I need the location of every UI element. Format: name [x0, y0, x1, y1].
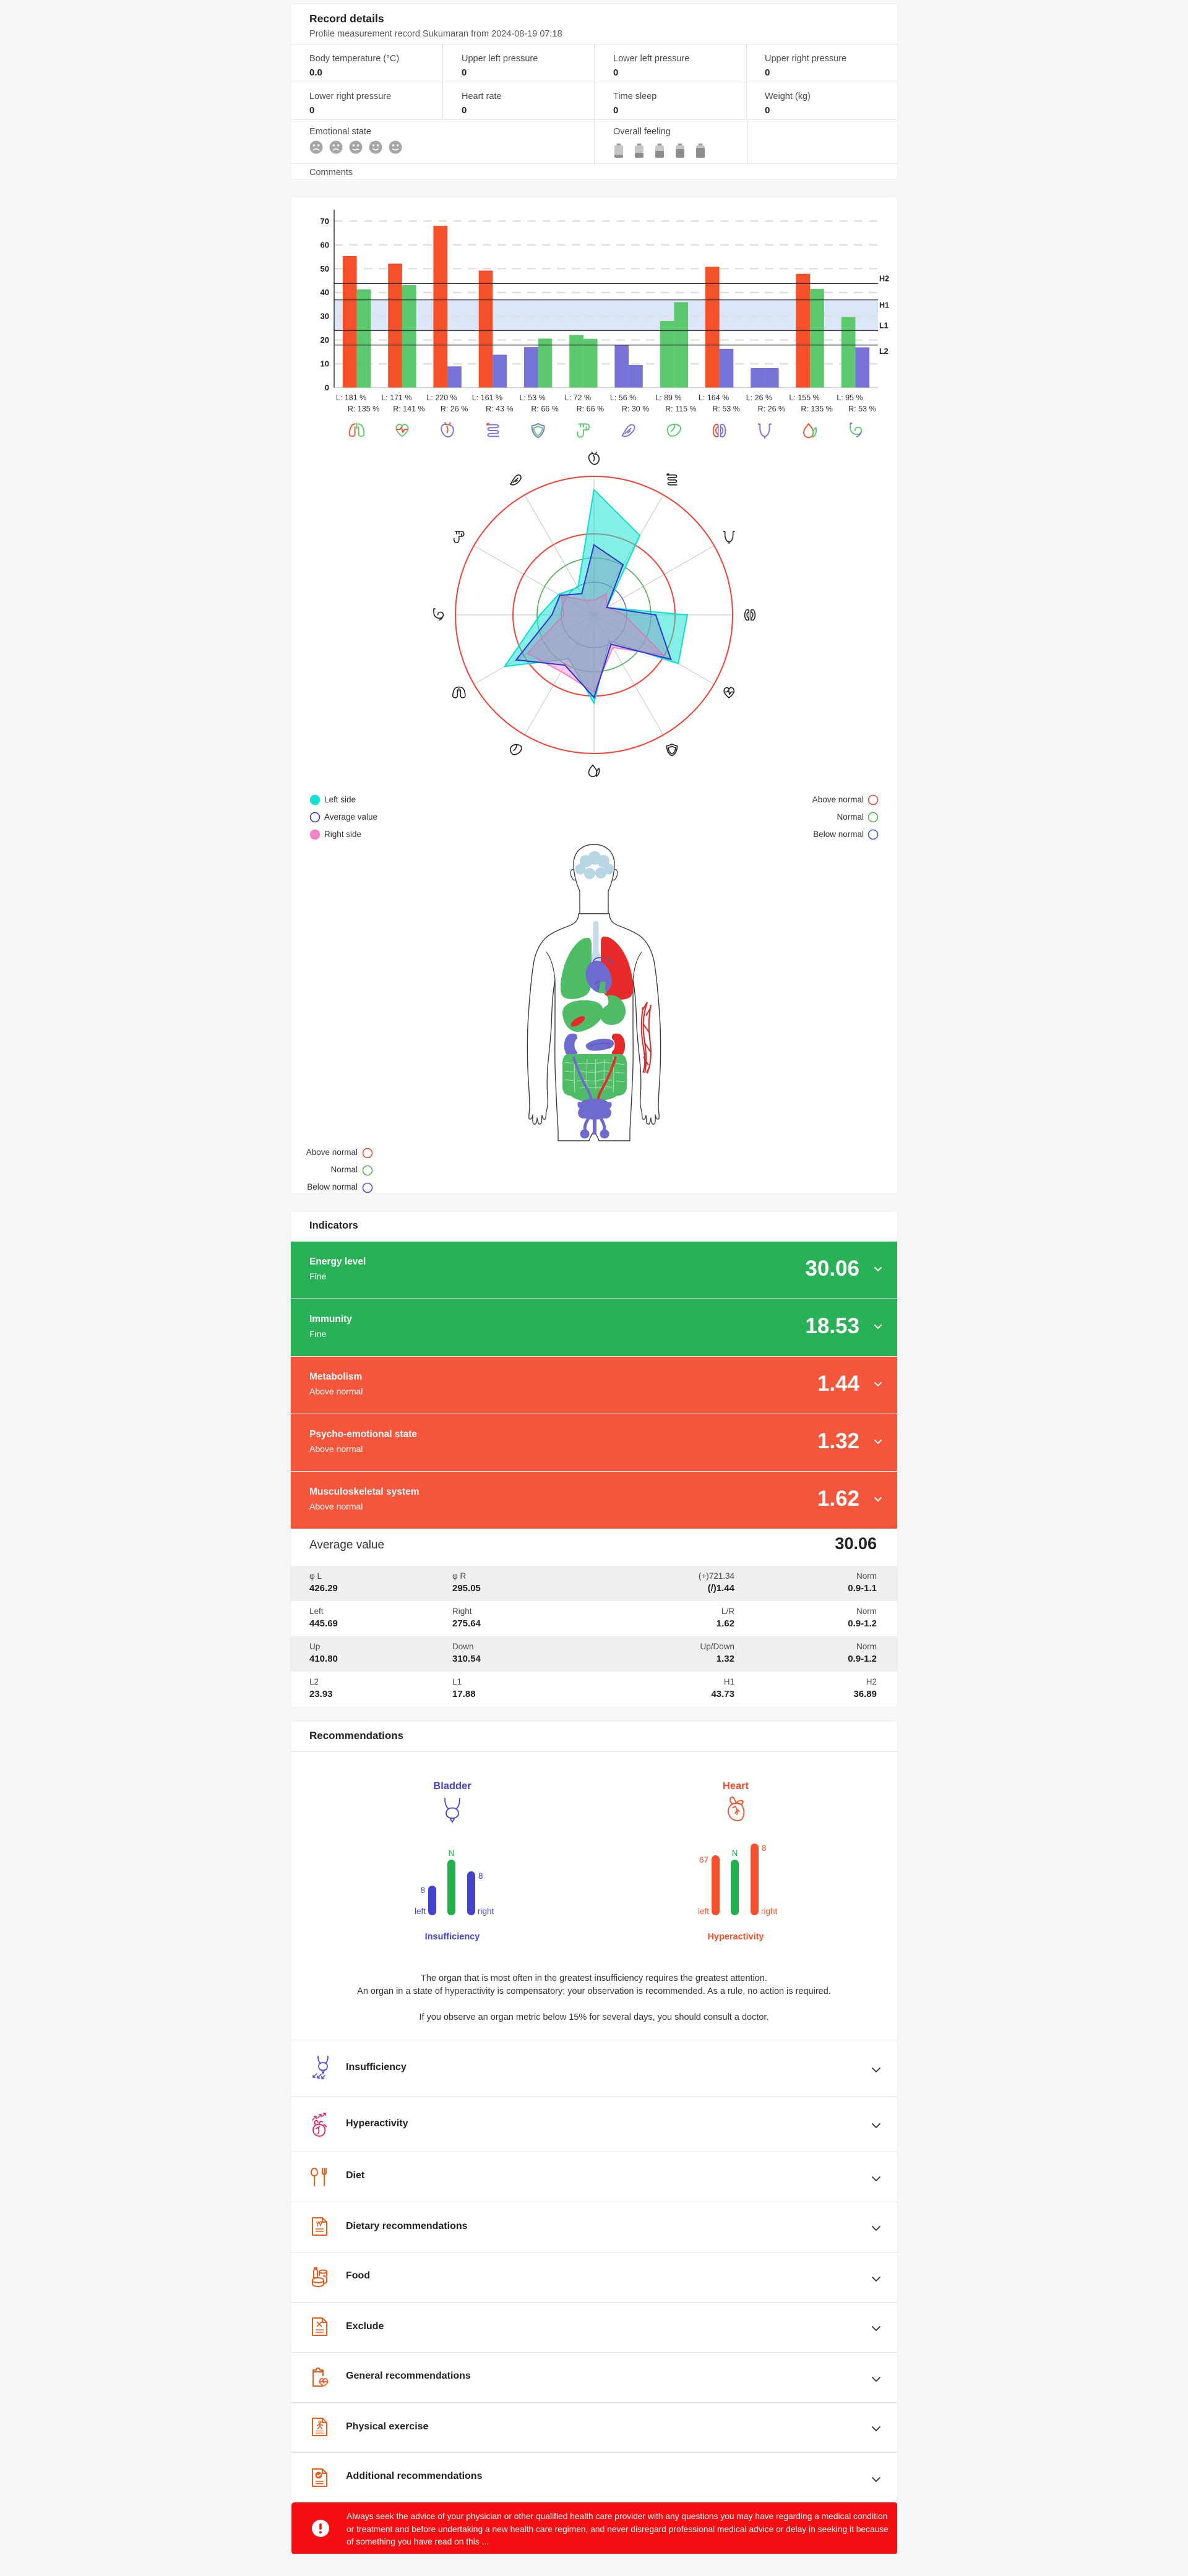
svg-text:R: 66 %: R: 66 % [531, 405, 558, 413]
svg-text:L: 181 %: L: 181 % [336, 393, 366, 402]
svg-text:30: 30 [321, 312, 329, 321]
svg-text:right: right [478, 1907, 494, 1916]
svg-text:L: 95 %: L: 95 % [837, 393, 863, 402]
svg-text:L: 155 %: L: 155 % [789, 393, 819, 402]
svg-text:L: 56 %: L: 56 % [610, 393, 636, 402]
svg-text:L: 161 %: L: 161 % [472, 393, 502, 402]
svg-text:R: 53 %: R: 53 % [848, 405, 876, 413]
svg-text:R: 141 %: R: 141 % [393, 405, 424, 413]
svg-text:20: 20 [321, 335, 329, 345]
svg-text:L1: L1 [879, 322, 889, 330]
svg-text:H1: H1 [879, 301, 889, 310]
svg-text:R: 135 %: R: 135 % [801, 405, 832, 413]
svg-text:70: 70 [321, 217, 329, 226]
svg-text:L: 26 %: L: 26 % [746, 393, 772, 402]
svg-text:left: left [698, 1907, 709, 1916]
svg-text:left: left [415, 1907, 426, 1916]
svg-text:L: 171 %: L: 171 % [381, 393, 411, 402]
svg-text:L: 220 %: L: 220 % [426, 393, 457, 402]
svg-text:R: 26 %: R: 26 % [441, 405, 468, 413]
svg-text:8: 8 [762, 1844, 767, 1853]
svg-text:R: 66 %: R: 66 % [577, 405, 604, 413]
svg-text:N: N [449, 1848, 455, 1858]
svg-text:H2: H2 [879, 274, 889, 283]
svg-text:R: 135 %: R: 135 % [348, 405, 379, 413]
svg-text:N: N [732, 1848, 738, 1858]
svg-text:10: 10 [321, 359, 329, 369]
svg-text:L: 164 %: L: 164 % [699, 393, 729, 402]
svg-text:L2: L2 [879, 347, 889, 356]
svg-text:L: 53 %: L: 53 % [519, 393, 545, 402]
svg-text:R: 115 %: R: 115 % [665, 405, 697, 413]
svg-text:R: 53 %: R: 53 % [712, 405, 739, 413]
svg-text:R: 30 %: R: 30 % [622, 405, 649, 413]
svg-text:8: 8 [420, 1886, 425, 1895]
svg-text:40: 40 [321, 288, 329, 297]
svg-text:L: 89 %: L: 89 % [655, 393, 681, 402]
svg-text:0: 0 [325, 383, 329, 392]
svg-text:R: 43 %: R: 43 % [486, 405, 513, 413]
svg-text:right: right [761, 1907, 778, 1916]
svg-text:8: 8 [478, 1871, 483, 1881]
svg-text:67: 67 [699, 1855, 708, 1865]
svg-text:L: 72 %: L: 72 % [565, 393, 591, 402]
svg-text:60: 60 [321, 240, 329, 249]
svg-text:R: 26 %: R: 26 % [758, 405, 785, 413]
svg-text:50: 50 [321, 264, 329, 273]
